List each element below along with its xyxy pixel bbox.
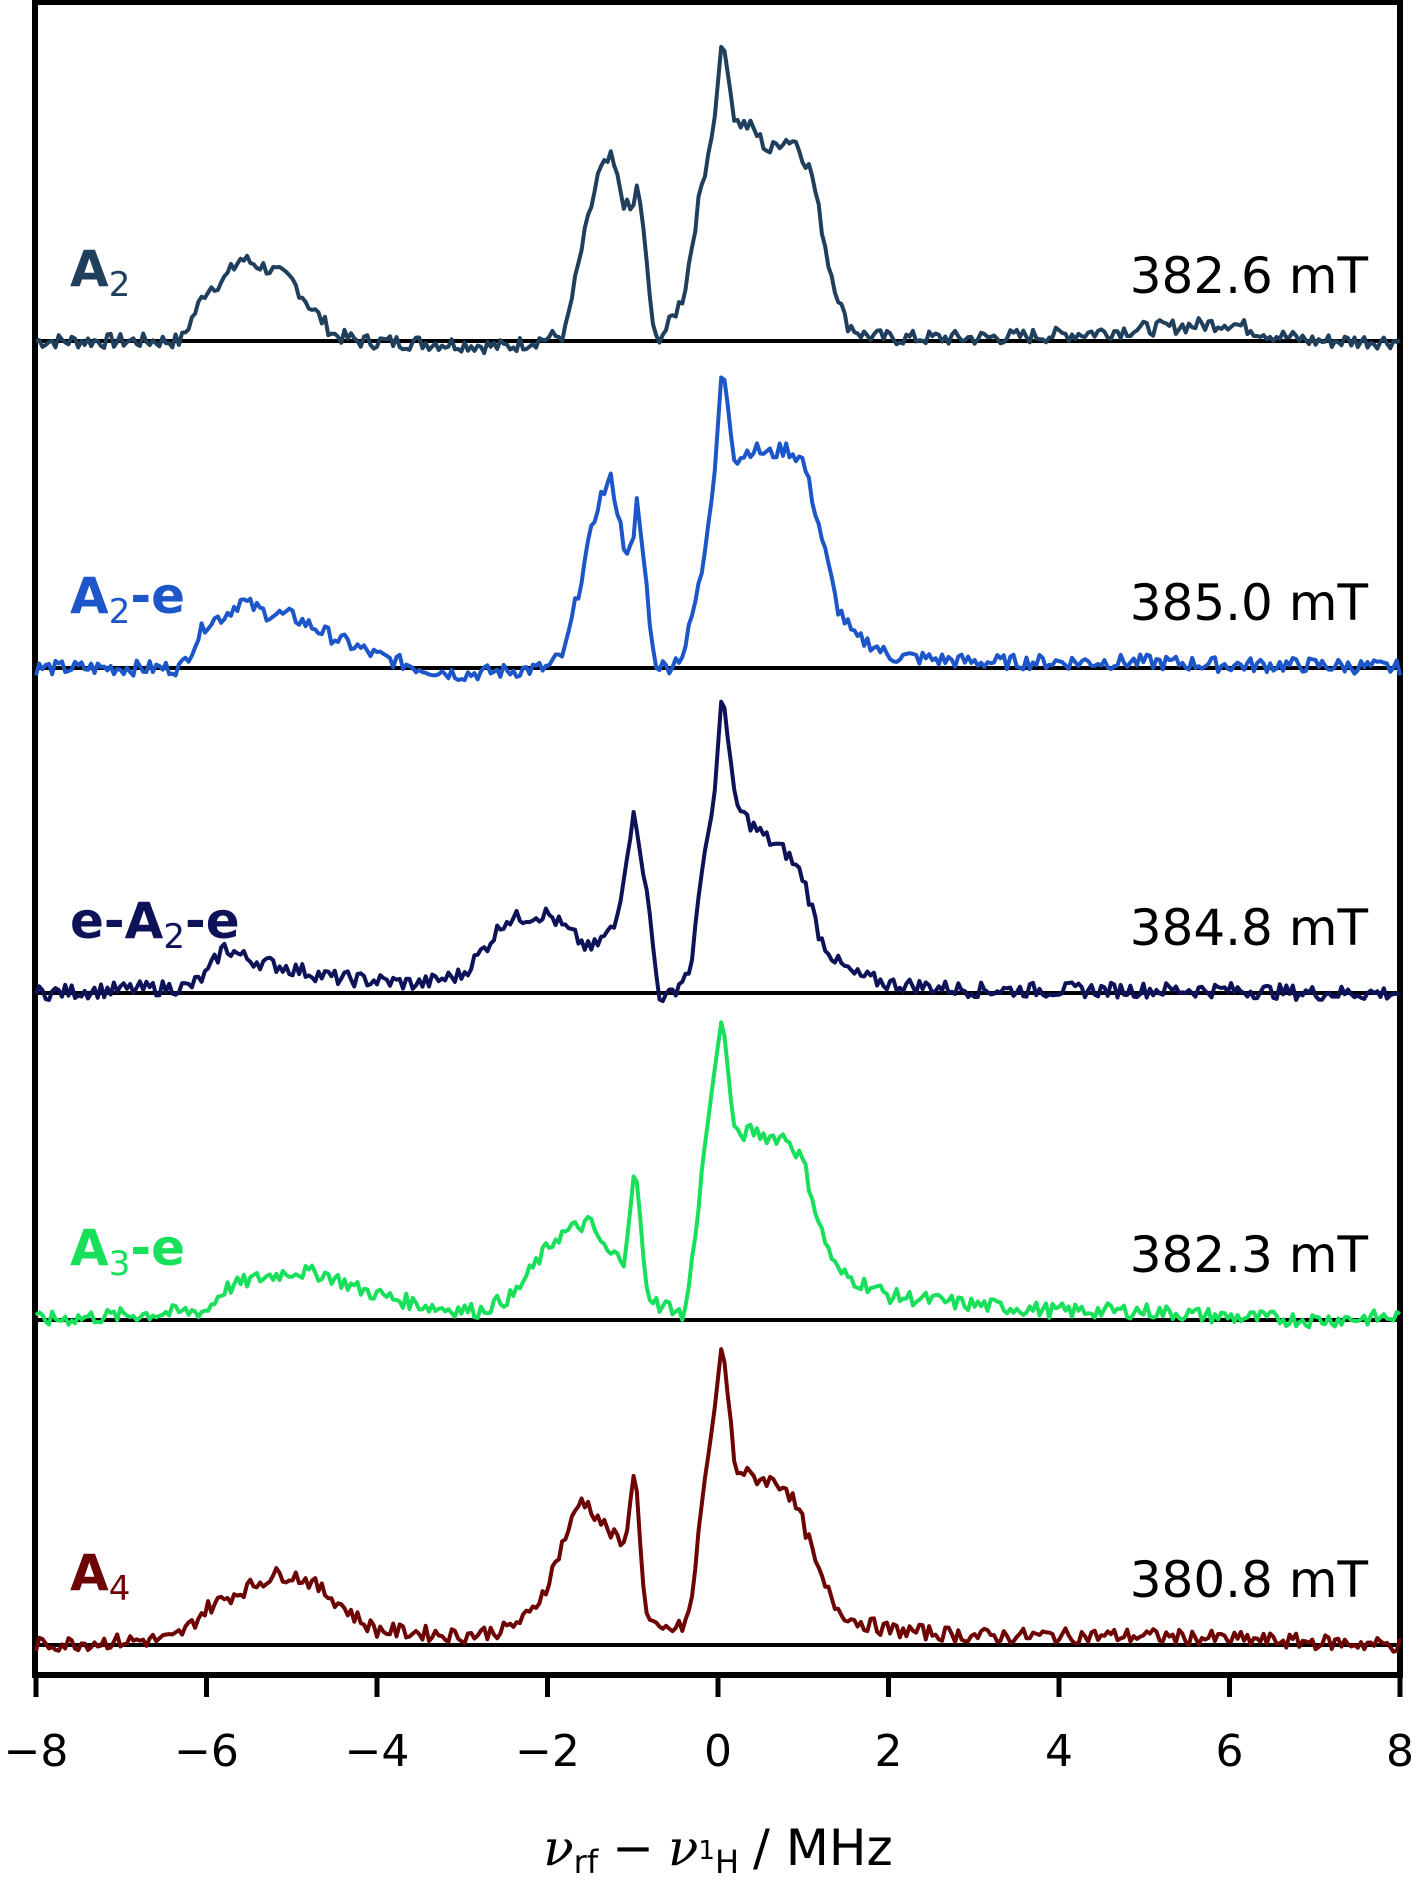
x-tick-label: 0	[704, 1726, 732, 1777]
x-tick-label: 8	[1386, 1726, 1414, 1777]
x-axis-ticks	[33, 1675, 1403, 1697]
x-axis-tick-labels: −8 −6 −4 −2 0 2 4 6 8	[4, 1726, 1414, 1777]
field-label: 382.3 mT	[1130, 1226, 1369, 1284]
x-tick-label: −2	[515, 1726, 580, 1777]
trace-e-a2-e	[34, 699, 1401, 1004]
field-label: 385.0 mT	[1130, 574, 1369, 632]
trace-a2-e	[34, 375, 1402, 683]
series-labels: A2 382.6 mT A2-e 385.0 mT e-A2-e 384.8 mT A3-e…	[70, 240, 1368, 1609]
x-tick-label: −6	[174, 1726, 239, 1777]
x-tick-label: 2	[875, 1726, 903, 1777]
x-axis-label: νrf − ν1H / MHz	[543, 1819, 892, 1881]
traces	[34, 44, 1402, 1654]
field-label: 382.6 mT	[1130, 247, 1369, 305]
trace-a3-e	[34, 1020, 1401, 1330]
series-label: A2-e	[70, 567, 185, 632]
x-tick-label: −8	[4, 1726, 69, 1777]
field-label: 384.8 mT	[1130, 899, 1369, 957]
series-label: A4	[70, 1544, 130, 1609]
x-tick-label: −4	[345, 1726, 410, 1777]
x-tick-label: 6	[1216, 1726, 1244, 1777]
series-label: A3-e	[70, 1219, 185, 1284]
series-label: e-A2-e	[70, 892, 240, 957]
trace-a4	[34, 1347, 1402, 1654]
field-label: 380.8 mT	[1130, 1551, 1369, 1609]
trace-a2	[35, 44, 1401, 356]
series-label: A2	[70, 240, 130, 305]
x-tick-label: 4	[1045, 1726, 1073, 1777]
